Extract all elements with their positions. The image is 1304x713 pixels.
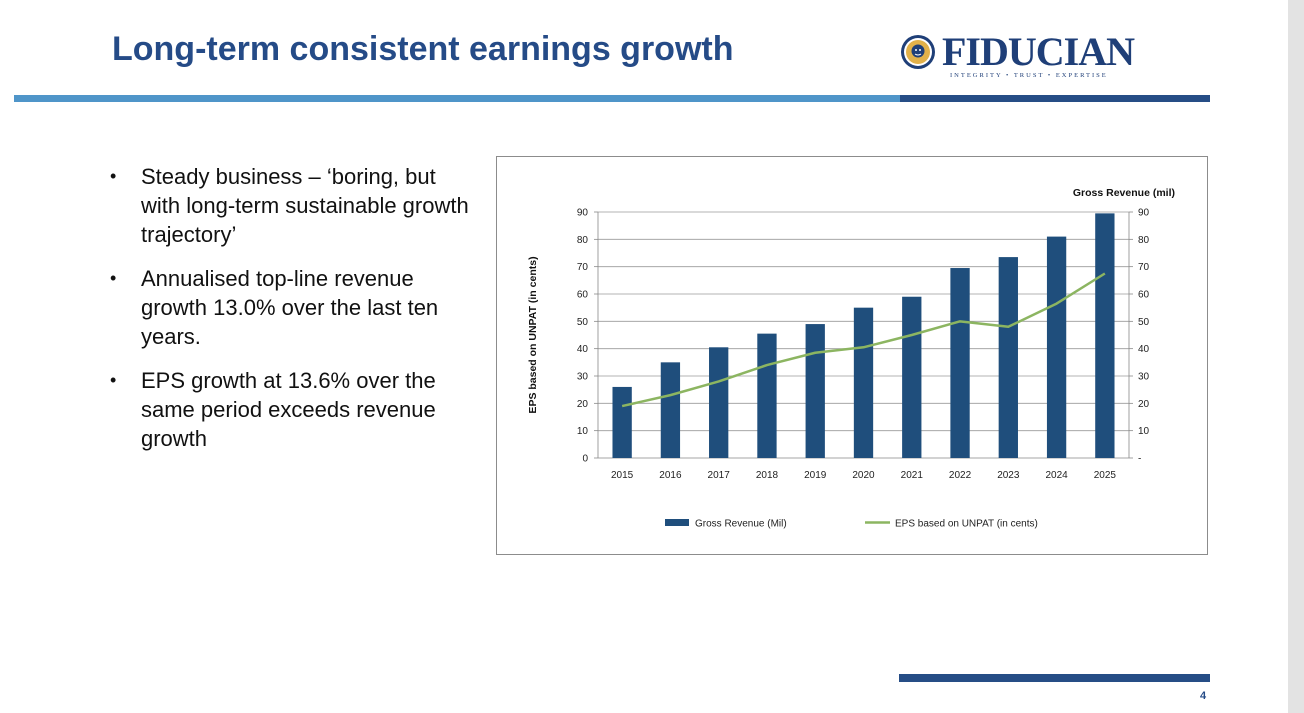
bar-2021	[902, 296, 922, 458]
y2-tick-label: 60	[1138, 290, 1150, 301]
bullet-list: • Steady business – ‘boring, but with lon…	[110, 162, 470, 468]
legend-label-revenue: Gross Revenue (Mil)	[695, 519, 787, 530]
bar-2022	[950, 268, 970, 458]
y2-tick-label: 40	[1138, 344, 1150, 355]
bar-2015	[612, 386, 632, 458]
x-tick-label: 2022	[949, 470, 972, 481]
y-axis-title: EPS based on UNPAT (in cents)	[527, 256, 539, 413]
y2-axis-title: Gross Revenue (mil)	[1073, 187, 1175, 199]
x-tick-label: 2018	[756, 470, 779, 481]
y2-tick-label: 50	[1138, 317, 1150, 328]
legend-bar-swatch	[665, 519, 689, 526]
y-tick-label: 70	[577, 262, 589, 273]
y-tick-label: 20	[577, 399, 589, 410]
bar-2020	[853, 307, 874, 458]
page-number: 4	[1200, 690, 1207, 702]
lion-emblem-icon	[901, 35, 935, 69]
logo-wordmark: FIDUCIAN	[942, 29, 1135, 74]
x-tick-label: 2015	[611, 470, 634, 481]
earnings-chart: 0 10 20 30 40 50 60 70 80 90 - 10 20 30 40 50 60 70 80 90 20…	[527, 187, 1175, 530]
y2-tick-label: 10	[1138, 426, 1150, 437]
y-tick-label: 80	[577, 235, 589, 246]
bullet-dot-icon: •	[110, 268, 117, 288]
bar-2018	[757, 333, 777, 458]
y-tick-label: 60	[577, 290, 589, 301]
y2-tick-label: 90	[1138, 208, 1150, 219]
bar-2016	[660, 362, 681, 458]
bullet-dot-icon: •	[110, 370, 117, 390]
x-tick-label: 2019	[804, 470, 827, 481]
y-tick-label: 10	[577, 426, 589, 437]
y-tick-label: 0	[582, 454, 588, 465]
y-tick-label: 40	[577, 344, 589, 355]
legend-label-eps: EPS based on UNPAT (in cents)	[895, 519, 1038, 530]
x-tick-label: 2024	[1045, 470, 1068, 481]
header-rule-light	[14, 95, 900, 102]
bullet-item: • EPS growth at 13.6% over the same perio…	[110, 368, 436, 451]
bar-2025	[1095, 213, 1115, 458]
y-tick-label: 50	[577, 317, 589, 328]
bar-2019	[805, 324, 825, 458]
bar-2017	[709, 347, 729, 458]
x-tick-label: 2023	[997, 470, 1020, 481]
x-tick-label: 2021	[901, 470, 924, 481]
bullet-item: • Steady business – ‘boring, but with lon…	[110, 164, 469, 247]
y2-tick-label: 20	[1138, 399, 1150, 410]
y2-tick-label: -	[1138, 454, 1141, 465]
header-rule-dark	[900, 95, 1210, 102]
bar-2024	[1046, 236, 1067, 458]
x-tick-label: 2025	[1094, 470, 1117, 481]
bullet-dot-icon: •	[110, 166, 117, 186]
y-tick-label: 30	[577, 372, 589, 383]
logo: FIDUCIAN INTEGRITY • TRUST • EXPERTISE	[900, 30, 1135, 84]
x-tick-label: 2020	[852, 470, 875, 481]
y2-tick-label: 70	[1138, 262, 1150, 273]
y2-tick-label: 80	[1138, 235, 1150, 246]
page-title: Long-term consistent earnings growth	[112, 30, 734, 68]
x-tick-label: 2017	[708, 470, 731, 481]
y2-tick-label: 30	[1138, 372, 1150, 383]
y-tick-label: 90	[577, 208, 589, 219]
logo-tagline: INTEGRITY • TRUST • EXPERTISE	[950, 72, 1108, 79]
chart-frame: 0 10 20 30 40 50 60 70 80 90 - 10 20 30 40 50 60 70 80 90 20…	[496, 156, 1208, 555]
x-tick-label: 2016	[659, 470, 682, 481]
bullet-item: • Annualised top-line revenue growth 13.0…	[110, 266, 439, 349]
footer-rule	[899, 674, 1210, 682]
bar-2023	[998, 257, 1018, 458]
